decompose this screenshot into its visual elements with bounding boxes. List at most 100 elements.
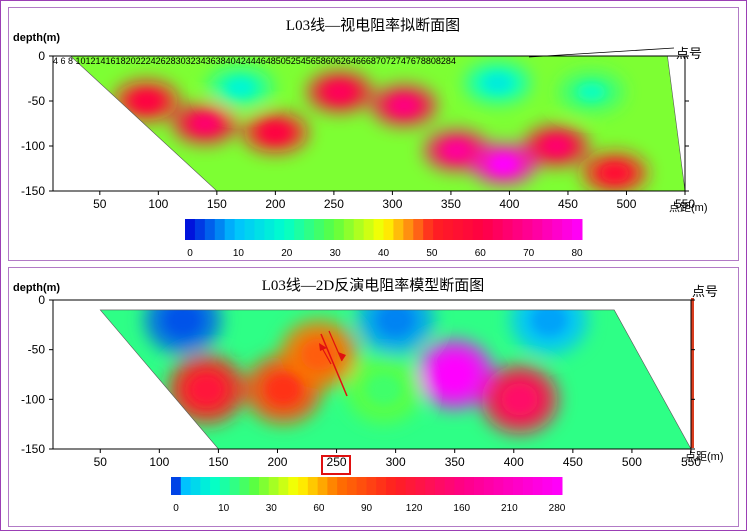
- x-tick-label: 550: [675, 197, 695, 211]
- colorbar-swatch: [278, 477, 289, 495]
- station-label: 点号: [692, 284, 718, 299]
- x-tick-label: 250: [327, 455, 347, 469]
- right-edge-bar: [691, 298, 694, 448]
- colorbar-tick-label: 30: [266, 503, 278, 514]
- colorbar-swatch: [249, 477, 260, 495]
- anomaly-core: [531, 309, 568, 336]
- colorbar-swatch: [171, 477, 182, 495]
- colorbar-tick-label: 0: [173, 503, 179, 514]
- colorbar-swatch: [304, 219, 315, 240]
- x-tick-label: 100: [148, 197, 168, 211]
- colorbar-swatch: [513, 477, 524, 495]
- y-tick-label: -150: [21, 184, 45, 198]
- highlight-box: [321, 455, 351, 475]
- colorbar-tick-label: 10: [218, 503, 230, 514]
- anomaly-core: [442, 141, 471, 160]
- colorbar-swatch: [224, 219, 236, 240]
- colorbar-swatch: [363, 219, 375, 240]
- colorbar-swatch: [383, 219, 394, 240]
- anomaly-core: [265, 373, 302, 406]
- colorbar-swatch: [393, 219, 404, 240]
- colorbar-swatch: [239, 477, 250, 495]
- colorbar-swatch: [444, 477, 455, 495]
- colorbar-swatch: [542, 219, 553, 240]
- x-tick-label: 300: [382, 197, 402, 211]
- colorbar: 0 10 20 30 40 50 60 70 80: [185, 219, 583, 259]
- colorbar-swatch: [482, 219, 494, 240]
- colorbar-swatch: [474, 477, 485, 495]
- station-numbers: 4 6 8 1012141618202224262830323436384042…: [53, 56, 456, 66]
- colorbar-swatch: [542, 477, 553, 495]
- colorbar-swatch: [190, 477, 201, 495]
- colorbar-swatch: [552, 477, 563, 495]
- colorbar-swatch: [425, 477, 436, 495]
- colorbar-swatch: [423, 219, 434, 240]
- colorbar-swatch: [333, 219, 345, 240]
- colorbar-swatch: [522, 477, 534, 495]
- anomaly-core: [132, 92, 161, 110]
- colorbar-swatch: [258, 477, 270, 495]
- colorbar-tick-label: 280: [549, 503, 566, 514]
- station-label: 点号: [676, 46, 702, 61]
- colorbar-swatch: [493, 477, 504, 495]
- x-tick-label: 400: [499, 197, 519, 211]
- x-tick-label: 250: [324, 197, 344, 211]
- anomaly-core: [164, 309, 201, 336]
- colorbar-swatch: [210, 477, 221, 495]
- colorbar-tick-label: 10: [233, 248, 245, 259]
- colorbar-swatch: [343, 219, 355, 240]
- colorbar-swatch: [452, 219, 464, 240]
- apparent-resistivity-panel: L03线—视电阻率拟断面图 depth(m) 点号 点距(m) 4 6 8 10…: [8, 7, 739, 261]
- colorbar-swatch: [214, 219, 226, 240]
- colorbar-swatch: [413, 219, 424, 240]
- colorbar-tick-label: 0: [187, 248, 193, 259]
- colorbar-swatch: [274, 219, 285, 240]
- colorbar-swatch: [327, 477, 338, 495]
- x-tick-label: 450: [563, 455, 583, 469]
- colorbar-swatch: [376, 477, 387, 495]
- x-tick-label: 400: [504, 455, 524, 469]
- anomaly-core: [300, 338, 337, 371]
- x-tick-label: 500: [622, 455, 642, 469]
- y-tick-label: -50: [28, 343, 46, 357]
- x-tick-label: 350: [445, 455, 465, 469]
- colorbar-swatch: [522, 219, 533, 240]
- x-tick-label: 200: [267, 455, 287, 469]
- colorbar-swatch: [464, 477, 475, 495]
- colorbar-swatch: [415, 477, 426, 495]
- anomaly-core: [542, 137, 571, 155]
- anomaly-core: [483, 74, 512, 92]
- colorbar-tick-label: 160: [453, 503, 470, 514]
- chart-title: L03线—视电阻率拟断面图: [286, 17, 460, 34]
- x-tick-label: 150: [207, 197, 227, 211]
- colorbar-swatch: [294, 219, 305, 240]
- colorbar-swatch: [462, 219, 474, 240]
- colorbar-swatch: [200, 477, 211, 495]
- colorbar-tick-label: 40: [378, 248, 390, 259]
- colorbar-swatch: [483, 477, 495, 495]
- anomaly-core: [226, 78, 255, 97]
- fault-arrows: [319, 330, 348, 397]
- colorbar-tick-label: 210: [501, 503, 518, 514]
- resistivity-field: [99, 309, 692, 450]
- colorbar-tick-label: 60: [475, 248, 487, 259]
- colorbar-swatch: [443, 219, 454, 240]
- colorbar-swatch: [254, 219, 265, 240]
- colorbar-swatch: [502, 219, 514, 240]
- x-tick-label: 100: [149, 455, 169, 469]
- anomaly-core: [489, 155, 518, 173]
- arrow-head: [319, 343, 327, 351]
- y-tick-label: -50: [28, 94, 46, 108]
- y-tick-label: -100: [21, 392, 45, 406]
- fault-line: [320, 333, 348, 397]
- x-tick-label: 350: [441, 197, 461, 211]
- anomaly-core: [501, 383, 538, 416]
- y-tick-label: 0: [38, 49, 45, 63]
- colorbar-tick-label: 90: [361, 503, 373, 514]
- arrow-head: [338, 352, 346, 361]
- anomaly-core: [390, 96, 419, 115]
- anomaly-core: [325, 83, 354, 101]
- y-axis-label: depth(m): [13, 32, 60, 44]
- colorbar-swatch: [572, 219, 583, 240]
- y-tick-label: 0: [38, 293, 45, 307]
